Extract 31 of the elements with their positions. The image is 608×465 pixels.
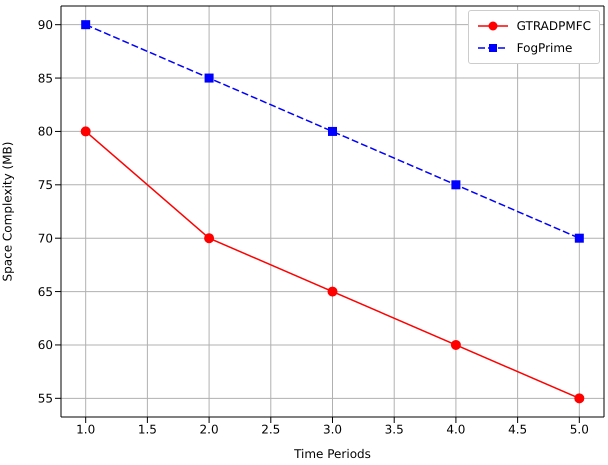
- x-tick-label: 4.0: [446, 422, 466, 437]
- y-tick-label: 65: [38, 284, 53, 299]
- point: [574, 393, 584, 404]
- point: [204, 233, 214, 244]
- y-tick-label: 60: [38, 338, 53, 352]
- x-tick-label: 1.5: [138, 422, 157, 437]
- point: [80, 126, 91, 136]
- x-tick-label: 4.5: [508, 422, 528, 437]
- point: [81, 20, 90, 30]
- x-tick-label: 2.0: [200, 422, 219, 437]
- x-tick-label: 1.0: [76, 422, 96, 437]
- legend-label: FogPrime: [516, 41, 572, 55]
- x-tick-label: 3.5: [384, 422, 404, 437]
- x-tick-label: 5.0: [570, 422, 589, 437]
- x-tick-label: 3.0: [322, 422, 342, 437]
- y-tick-label: 70: [38, 231, 53, 246]
- y-tick-label: 80: [38, 124, 53, 139]
- x-tick-label: 2.5: [261, 422, 280, 437]
- point: [450, 340, 461, 350]
- y-tick-label: 85: [38, 71, 53, 86]
- point: [204, 74, 214, 83]
- y-tick-label: 55: [38, 392, 53, 406]
- y-tick-label: 90: [38, 18, 53, 32]
- point: [328, 286, 338, 297]
- legend-label: GTRADPMFC: [516, 19, 591, 33]
- y-tick-label: 75: [38, 178, 53, 192]
- y-axis-title: Space Complexity (MB): [0, 142, 14, 282]
- point: [574, 234, 584, 243]
- point: [451, 180, 460, 190]
- point: [328, 126, 337, 136]
- x-axis-title: Time Periods: [293, 447, 371, 461]
